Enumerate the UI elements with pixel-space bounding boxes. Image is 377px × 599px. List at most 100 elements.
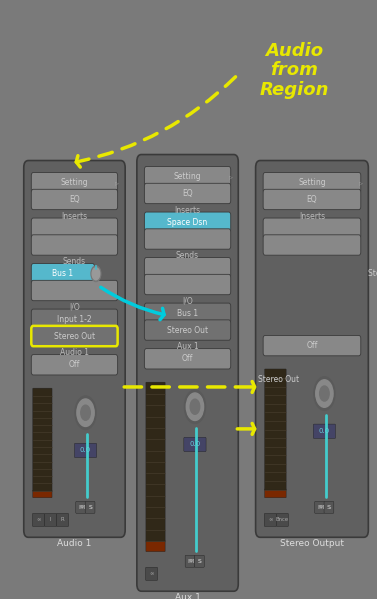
Text: Audio
from
Region: Audio from Region [259,42,329,99]
Text: Setting: Setting [61,178,88,187]
Circle shape [314,377,335,410]
Text: 0.0: 0.0 [319,428,330,434]
FancyBboxPatch shape [144,274,231,295]
FancyBboxPatch shape [144,229,231,249]
Text: 0.0: 0.0 [80,447,91,453]
Text: M: M [78,505,83,510]
Text: Stereo Out: Stereo Out [54,331,95,341]
FancyBboxPatch shape [32,513,44,527]
Text: EQ: EQ [182,189,193,198]
Text: M: M [317,505,322,510]
Text: ∞: ∞ [268,518,273,522]
Text: Bnce: Bnce [276,518,289,522]
FancyBboxPatch shape [31,218,118,238]
Text: Sends: Sends [63,257,86,267]
FancyBboxPatch shape [31,235,118,255]
Text: Setting: Setting [174,172,201,181]
Text: Off: Off [306,341,318,350]
Text: Stereo Out: Stereo Out [258,375,299,385]
Text: S: S [198,559,201,564]
FancyBboxPatch shape [137,155,238,591]
FancyBboxPatch shape [263,235,361,255]
FancyBboxPatch shape [184,437,206,452]
Text: I/O: I/O [182,297,193,306]
FancyBboxPatch shape [57,513,69,527]
FancyBboxPatch shape [263,189,361,210]
FancyBboxPatch shape [144,258,231,278]
Text: Bus 1: Bus 1 [177,308,198,318]
FancyBboxPatch shape [146,540,165,552]
Circle shape [92,268,100,280]
Text: Stereo Output: Stereo Output [280,539,344,548]
Text: I: I [50,518,51,522]
Circle shape [77,399,94,426]
FancyBboxPatch shape [144,320,231,340]
Text: Off: Off [182,354,193,364]
FancyBboxPatch shape [314,501,324,513]
Text: Stereo Out: Stereo Out [167,325,208,335]
Text: Aux 1: Aux 1 [177,342,198,352]
Circle shape [316,380,333,407]
FancyBboxPatch shape [31,326,118,346]
Text: 0.0: 0.0 [189,441,201,447]
FancyBboxPatch shape [85,501,95,513]
FancyBboxPatch shape [195,555,204,567]
FancyBboxPatch shape [256,161,368,537]
FancyBboxPatch shape [33,490,52,498]
FancyBboxPatch shape [265,369,286,490]
FancyBboxPatch shape [264,513,276,527]
FancyBboxPatch shape [31,264,95,284]
Text: S: S [327,505,331,510]
Text: ▷: ▷ [359,180,362,185]
FancyBboxPatch shape [313,424,336,438]
FancyBboxPatch shape [263,335,361,356]
Text: Inserts: Inserts [61,211,87,221]
FancyBboxPatch shape [31,309,118,329]
Text: Stereo Out: Stereo Out [368,269,377,279]
FancyBboxPatch shape [74,443,97,458]
Text: Setting: Setting [298,178,326,187]
FancyBboxPatch shape [76,501,86,513]
Circle shape [81,405,90,420]
FancyBboxPatch shape [31,173,118,193]
Text: ∞: ∞ [36,518,41,522]
Circle shape [186,393,204,420]
Text: Space Dsn: Space Dsn [167,217,208,227]
Text: EQ: EQ [69,195,80,204]
Circle shape [320,386,329,401]
FancyBboxPatch shape [144,167,231,187]
FancyBboxPatch shape [146,382,165,541]
Text: Bus 1: Bus 1 [52,269,74,279]
FancyBboxPatch shape [276,513,288,527]
Text: S: S [88,505,92,510]
Text: EQ: EQ [307,195,317,204]
Text: S: S [327,505,331,510]
Text: S: S [88,505,92,510]
Circle shape [184,390,205,423]
Circle shape [91,266,101,282]
FancyBboxPatch shape [263,218,361,238]
Circle shape [190,399,200,415]
FancyBboxPatch shape [144,183,231,204]
FancyBboxPatch shape [265,489,286,498]
Text: Audio 1: Audio 1 [60,348,89,358]
FancyBboxPatch shape [31,355,118,375]
Text: M: M [79,505,84,510]
FancyBboxPatch shape [324,501,334,513]
Text: M: M [188,559,192,564]
Text: I/O: I/O [69,302,80,312]
Text: Inserts: Inserts [299,211,325,221]
Text: Off: Off [69,360,80,370]
Text: Input 1-2: Input 1-2 [57,314,92,324]
FancyBboxPatch shape [263,173,361,193]
Text: ▷: ▷ [228,174,232,179]
FancyBboxPatch shape [185,555,195,567]
Text: Aux 1: Aux 1 [175,592,201,599]
FancyBboxPatch shape [31,189,118,210]
Text: ∞: ∞ [149,571,154,576]
Text: Sends: Sends [176,251,199,261]
Text: M: M [318,505,323,510]
FancyBboxPatch shape [144,212,231,232]
FancyBboxPatch shape [144,349,231,369]
Text: Inserts: Inserts [175,205,201,215]
